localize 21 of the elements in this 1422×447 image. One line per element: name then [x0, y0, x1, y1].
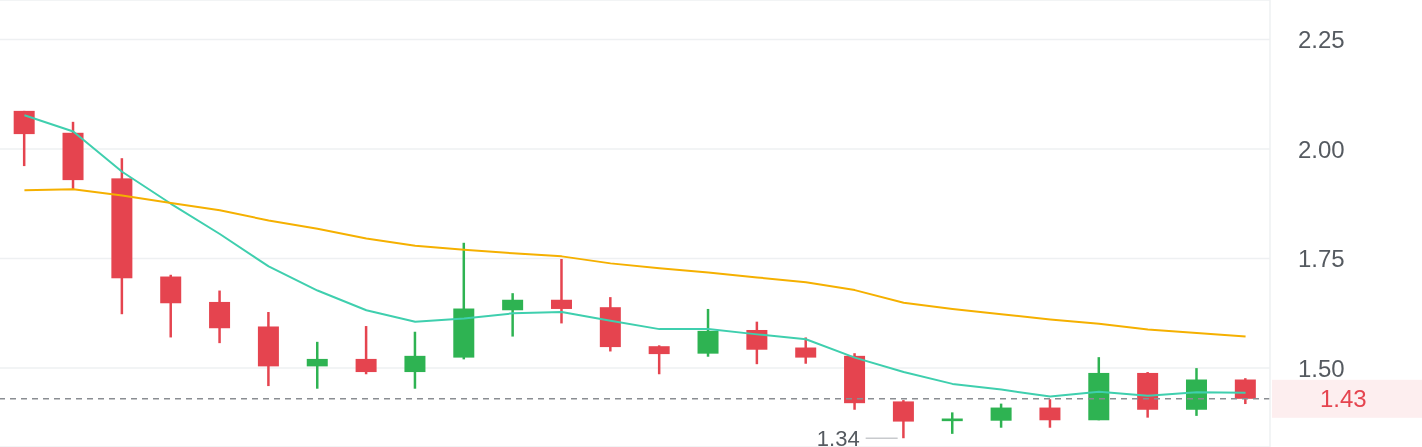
candlestick [746, 320, 768, 366]
y-tick-label: 1.50 [1298, 354, 1345, 382]
candlestick [404, 330, 426, 390]
candlestick [355, 324, 377, 376]
candlestick [990, 402, 1012, 429]
y-tick-label: 1.75 [1298, 245, 1345, 273]
y-tick-label: 2.00 [1298, 135, 1345, 163]
candlestick [648, 344, 670, 376]
candlestick [306, 340, 328, 390]
ref-line-label: 1.43 [1320, 385, 1367, 413]
candlestick [550, 257, 572, 325]
line-series [23, 188, 1247, 338]
candlestick [1039, 397, 1061, 429]
candlestick [892, 398, 914, 440]
candlestick [13, 109, 35, 168]
candlestick [795, 336, 817, 365]
candlestick [502, 291, 524, 338]
candlestick [697, 307, 719, 358]
candlestick [1234, 376, 1256, 406]
y-tick-label: 2.25 [1298, 25, 1345, 53]
annotation: 1.34 [816, 425, 860, 447]
